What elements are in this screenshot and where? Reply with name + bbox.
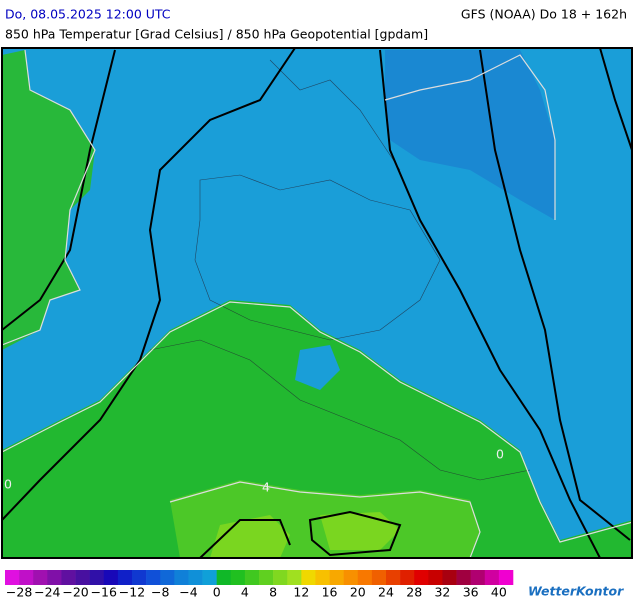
colorbar-label: 24 [378, 585, 394, 600]
temperature-contours [2, 49, 632, 558]
color-swatch [456, 570, 471, 585]
color-swatch [230, 570, 246, 585]
color-swatch [484, 570, 500, 585]
colorbar-label: −16 [91, 585, 117, 600]
colorbar-label: −12 [119, 585, 145, 600]
color-swatch [117, 570, 133, 585]
colorbar-label: 4 [241, 585, 249, 600]
brand: WetterKontor [528, 584, 624, 599]
color-swatch [414, 570, 429, 585]
colorbar-label: −8 [151, 585, 169, 600]
warm-area [2, 300, 632, 558]
map-frame [1, 47, 633, 559]
colorbar-label: 32 [434, 585, 450, 600]
colorbar: −28 −24 −20 −16 −12 −8 −4 0 4 8 12 16 20 24 28 32 36 40 [5, 570, 514, 600]
colorbar-label: 16 [322, 585, 338, 600]
colorbar-label: 0 [213, 585, 221, 600]
colorbar-label: 40 [491, 585, 507, 600]
color-swatch [202, 570, 217, 585]
color-swatch [301, 570, 316, 585]
subtitle: 850 hPa Temperatur [Grad Celsius] / 850 … [5, 27, 428, 42]
color-swatch [216, 570, 232, 585]
colorbar-label: −4 [179, 585, 197, 600]
cold-pocket [295, 345, 340, 390]
map: 0 4 0 [1, 47, 633, 559]
color-swatch [498, 570, 514, 585]
colorbar-label: −24 [34, 585, 60, 600]
color-swatch [386, 570, 401, 585]
color-swatch [174, 570, 189, 585]
color-swatch [19, 570, 34, 585]
color-swatch [75, 570, 90, 585]
colorbar-label: 20 [350, 585, 366, 600]
geopotential-contours [2, 48, 632, 558]
color-swatch [188, 570, 203, 585]
color-swatch [428, 570, 443, 585]
cold-area [385, 50, 555, 220]
datetime: Do, 08.05.2025 12:00 UTC [5, 7, 171, 22]
contour-label: 4 [262, 480, 270, 495]
color-swatch [442, 570, 457, 585]
contour-label: 0 [496, 447, 504, 462]
colorbar-label: −28 [6, 585, 32, 600]
color-swatch [5, 570, 20, 585]
color-swatch [259, 570, 274, 585]
color-swatch [132, 570, 147, 585]
color-swatch [103, 570, 119, 585]
colorbar-label: −20 [62, 585, 88, 600]
color-swatch [400, 570, 415, 585]
color-swatch [47, 570, 62, 585]
color-swatch [244, 570, 260, 585]
colorbar-label: 28 [406, 585, 422, 600]
color-swatch [329, 570, 344, 585]
color-swatch [343, 570, 359, 585]
color-swatch [89, 570, 105, 585]
warm-core [210, 512, 400, 558]
colorbar-label: 8 [269, 585, 277, 600]
borders [149, 59, 531, 481]
color-swatch [371, 570, 387, 585]
color-swatch [357, 570, 373, 585]
color-swatch [33, 570, 48, 585]
contour-label: 0 [4, 477, 12, 492]
color-swatch [287, 570, 302, 585]
colorbar-label: 12 [293, 585, 309, 600]
color-swatch [160, 570, 175, 585]
colorbar-label: 36 [463, 585, 479, 600]
color-swatch [61, 570, 76, 585]
warm-area [2, 50, 95, 350]
color-swatch [146, 570, 161, 585]
color-swatch [273, 570, 288, 585]
model-run: GFS (NOAA) Do 18 + 162h [461, 7, 627, 22]
color-swatch [315, 570, 330, 585]
color-swatch [470, 570, 486, 585]
